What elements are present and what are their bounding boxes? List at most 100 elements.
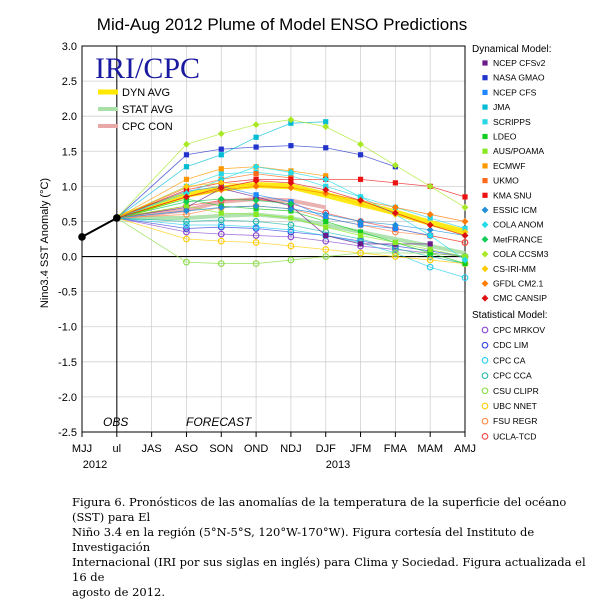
data-point: [426, 221, 434, 229]
data-point: [391, 209, 399, 217]
legend-label: CS-IRI-MM: [493, 264, 536, 274]
data-point: [461, 256, 469, 264]
data-point: [462, 194, 468, 200]
x-tick-label: NDJ: [280, 443, 301, 455]
legend-marker: [482, 192, 488, 198]
data-point: [183, 193, 190, 201]
data-point: [323, 218, 329, 225]
data-point: [183, 203, 190, 209]
legend-marker: [481, 236, 489, 243]
data-point: [323, 215, 329, 221]
legend-marker: [481, 250, 489, 258]
data-point: [183, 228, 190, 236]
model-line: [116, 217, 466, 264]
model-line: [116, 171, 466, 229]
data-point: [392, 253, 399, 260]
dynamical-legend-title: Dynamical Model:: [472, 44, 551, 55]
legend-marker: [482, 104, 488, 110]
average-line: [116, 212, 466, 255]
caption-line-3: Internacional (IRI por sus siglas en ing…: [72, 555, 586, 584]
legend-marker: [481, 433, 489, 440]
legend-label: CMC CANSIP: [493, 293, 547, 303]
data-point: [426, 256, 434, 264]
chart-title: Mid-Aug 2012 Plume of Model ENSO Predict…: [97, 15, 467, 34]
data-point: [252, 260, 260, 267]
data-point: [287, 256, 295, 264]
series: [78, 116, 469, 281]
observed-line: [81, 217, 118, 238]
legend-label: CSU CLIPR: [493, 386, 539, 396]
legend-label: UKMO: [493, 176, 519, 186]
data-point: [183, 140, 190, 148]
legend-marker: [481, 294, 489, 302]
data-point: [323, 224, 329, 230]
data-point: [183, 258, 190, 266]
legend-label: COLA ANOM: [493, 220, 544, 230]
y-tick-label: 0.5: [62, 216, 77, 228]
data-point: [217, 237, 225, 245]
model-line: [116, 185, 466, 222]
y-tick-label: 0.0: [62, 252, 77, 264]
year-label-2012: 2012: [83, 459, 107, 471]
model-line: [116, 198, 466, 264]
data-point: [288, 176, 294, 182]
legend-marker: [481, 280, 489, 287]
legend-label: CPC MRKOV: [493, 325, 545, 335]
data-point: [322, 253, 330, 260]
data-point: [218, 166, 224, 172]
data-point: [287, 168, 295, 176]
data-point: [462, 253, 468, 260]
data-point: [183, 198, 190, 206]
legend-label: NCEP CFS: [493, 87, 537, 97]
data-point: [461, 232, 469, 239]
data-point: [323, 183, 329, 189]
data-point: [392, 225, 398, 232]
data-point: [427, 241, 433, 247]
model-line: [116, 166, 466, 261]
legend-marker: [482, 75, 488, 81]
x-tick-label: DJF: [316, 443, 336, 455]
x-tick-label: ul: [113, 443, 122, 455]
data-point: [427, 246, 433, 253]
data-point: [183, 207, 190, 215]
data-point: [357, 193, 364, 201]
year-label-2013: 2013: [326, 459, 350, 471]
data-point: [183, 235, 190, 243]
legend-label: UBC NNET: [493, 401, 538, 411]
data-point: [322, 186, 330, 194]
data-point: [287, 221, 295, 229]
y-tick-label: 3.0: [62, 41, 77, 53]
data-point: [287, 205, 295, 213]
legend-marker: [482, 119, 488, 125]
data-point: [322, 189, 330, 197]
data-point: [462, 260, 468, 267]
data-point: [288, 215, 294, 221]
legend-marker: [482, 148, 488, 154]
summary-legend-label: DYN AVG: [122, 87, 170, 99]
x-tick-label: SON: [209, 443, 233, 455]
model-line: [116, 121, 326, 219]
data-point: [217, 175, 225, 183]
data-point: [253, 171, 259, 177]
legend-marker: [481, 402, 489, 410]
legend-marker: [481, 387, 489, 395]
data-point: [357, 232, 364, 239]
legend-label: LDEO: [493, 132, 517, 142]
model-legend: Dynamical Model: NCEP CFSv2 NASA GMAO NCEP …: [472, 44, 551, 441]
x-tick-label: JAS: [142, 443, 162, 455]
data-point: [287, 242, 295, 250]
data-point: [218, 152, 224, 158]
data-point: [461, 204, 469, 211]
legend-marker: [482, 60, 488, 66]
data-point: [288, 143, 294, 149]
legend-marker: [481, 341, 489, 349]
data-point: [391, 221, 399, 229]
legend-marker: [482, 89, 488, 95]
legend-label: NASA GMAO: [493, 73, 545, 83]
data-point: [357, 222, 364, 228]
data-point: [252, 121, 260, 129]
legend-marker: [481, 221, 489, 229]
data-point: [253, 192, 259, 198]
data-point: [287, 233, 295, 241]
data-point: [218, 171, 224, 177]
